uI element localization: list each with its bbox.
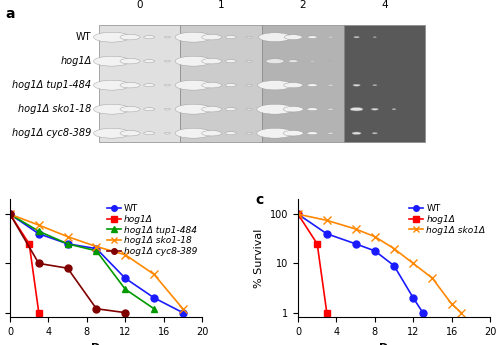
Text: hog1Δ: hog1Δ (60, 56, 92, 66)
Text: 2: 2 (300, 0, 306, 10)
Circle shape (94, 32, 130, 42)
Circle shape (120, 82, 140, 88)
Circle shape (202, 58, 222, 64)
Circle shape (246, 60, 252, 62)
Circle shape (94, 104, 130, 114)
Circle shape (374, 37, 376, 38)
Circle shape (164, 132, 170, 134)
Text: c: c (256, 194, 264, 207)
Circle shape (283, 107, 303, 112)
Circle shape (353, 84, 360, 86)
Circle shape (202, 82, 222, 88)
Circle shape (144, 84, 154, 87)
Bar (180, 26, 262, 142)
Circle shape (120, 58, 140, 64)
Circle shape (175, 56, 212, 66)
Circle shape (392, 109, 396, 110)
Circle shape (328, 108, 334, 110)
Circle shape (246, 85, 252, 86)
Circle shape (352, 132, 361, 135)
X-axis label: Days: Days (379, 343, 409, 345)
Circle shape (144, 36, 154, 39)
Circle shape (354, 37, 360, 38)
Circle shape (144, 108, 154, 111)
Y-axis label: % Survival: % Survival (254, 229, 264, 288)
Circle shape (246, 36, 252, 38)
Circle shape (350, 108, 363, 111)
Circle shape (94, 56, 130, 66)
X-axis label: Days: Days (91, 343, 121, 345)
Circle shape (202, 34, 222, 40)
Circle shape (328, 132, 334, 134)
Text: 1: 1 (218, 0, 224, 10)
Circle shape (120, 107, 140, 112)
Legend: WT, hog1Δ, hog1Δ tup1-484, hog1Δ sko1-18, hog1Δ cyc8-389: WT, hog1Δ, hog1Δ tup1-484, hog1Δ sko1-18… (104, 200, 201, 260)
Circle shape (329, 61, 332, 62)
Circle shape (144, 60, 154, 63)
Circle shape (164, 36, 170, 38)
Circle shape (283, 130, 303, 136)
Circle shape (164, 60, 170, 62)
Text: WT: WT (76, 32, 92, 42)
Circle shape (307, 132, 318, 135)
Circle shape (94, 128, 130, 138)
Text: 0: 0 (136, 0, 143, 10)
Text: a: a (5, 7, 15, 21)
Circle shape (373, 85, 377, 86)
Circle shape (256, 104, 293, 114)
Circle shape (328, 85, 334, 86)
Circle shape (175, 32, 212, 42)
Circle shape (310, 60, 315, 62)
Circle shape (120, 34, 140, 40)
Text: hog1Δ cyc8-389: hog1Δ cyc8-389 (12, 128, 92, 138)
Circle shape (328, 37, 334, 38)
Circle shape (120, 130, 140, 136)
Circle shape (284, 82, 302, 88)
Circle shape (284, 35, 302, 40)
Circle shape (307, 84, 318, 87)
Circle shape (266, 59, 284, 63)
Circle shape (372, 132, 378, 134)
Circle shape (175, 80, 212, 90)
Circle shape (202, 130, 222, 136)
Circle shape (246, 132, 252, 134)
Circle shape (258, 33, 292, 42)
Circle shape (288, 60, 298, 62)
Text: hog1Δ tup1-484: hog1Δ tup1-484 (12, 80, 92, 90)
Circle shape (175, 128, 212, 138)
Circle shape (164, 85, 170, 86)
Bar (99, 26, 180, 142)
Circle shape (144, 132, 154, 135)
Circle shape (226, 132, 236, 135)
Circle shape (164, 108, 170, 110)
Circle shape (307, 108, 318, 111)
Circle shape (246, 108, 252, 110)
Circle shape (226, 60, 236, 63)
Circle shape (308, 36, 318, 39)
Circle shape (226, 108, 236, 111)
Bar (262, 26, 344, 142)
Circle shape (175, 104, 212, 114)
Circle shape (256, 128, 293, 138)
Circle shape (226, 36, 236, 39)
Circle shape (258, 80, 292, 90)
Bar (344, 26, 425, 142)
Circle shape (202, 107, 222, 112)
Legend: WT, hog1Δ, hog1Δ sko1Δ: WT, hog1Δ, hog1Δ sko1Δ (406, 200, 489, 238)
Text: 4: 4 (381, 0, 388, 10)
Circle shape (226, 84, 236, 87)
Circle shape (94, 80, 130, 90)
Text: hog1Δ sko1-18: hog1Δ sko1-18 (18, 104, 92, 114)
Circle shape (372, 108, 378, 110)
